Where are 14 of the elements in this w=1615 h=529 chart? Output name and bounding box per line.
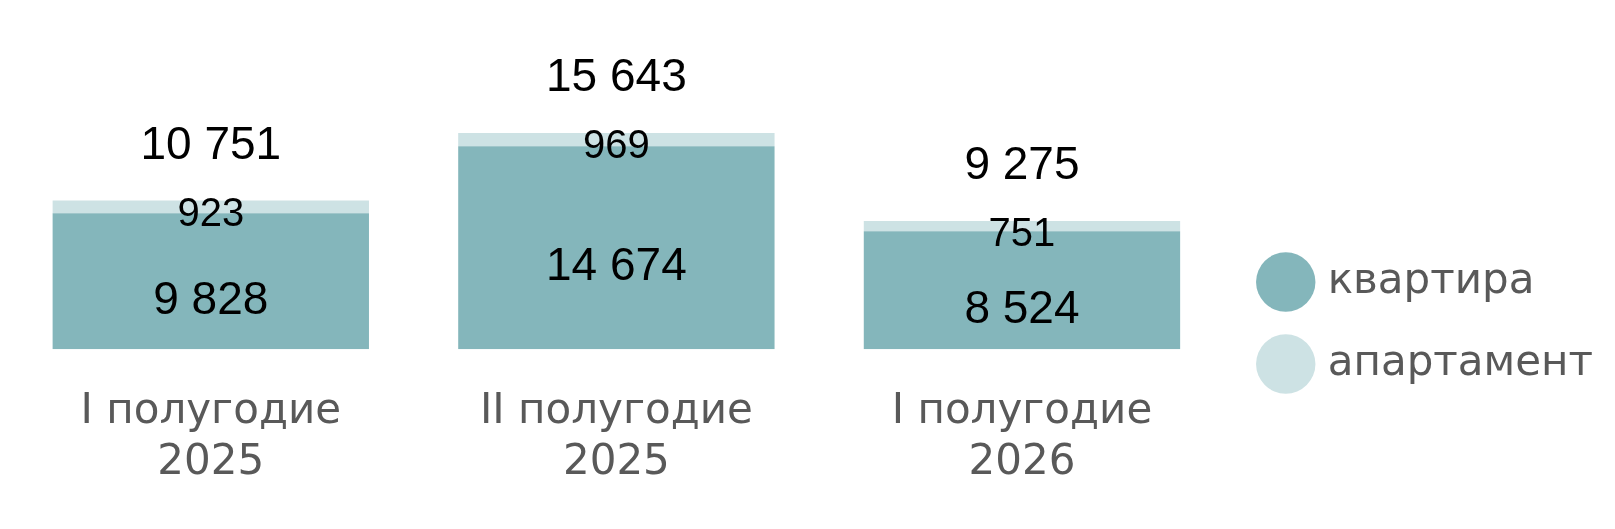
legend-label: апартамент <box>1327 335 1593 385</box>
x-tick-label: II полугодие 2025 <box>479 384 753 484</box>
data-label: 751 <box>988 210 1056 254</box>
total-label: 10 751 <box>140 116 282 169</box>
x-tick-label: I полугодие 2025 <box>80 384 342 484</box>
data-label: 9 828 <box>153 271 269 324</box>
data-label: 923 <box>177 189 245 234</box>
data-label: 969 <box>583 121 650 166</box>
total-label: 9 275 <box>964 136 1080 189</box>
data-label: 8 524 <box>964 280 1080 333</box>
legend-label: квартира <box>1327 253 1535 303</box>
x-tick-label: I полугодие 2026 <box>891 384 1153 484</box>
total-label: 15 643 <box>546 48 687 101</box>
data-label: 14 674 <box>546 238 687 291</box>
